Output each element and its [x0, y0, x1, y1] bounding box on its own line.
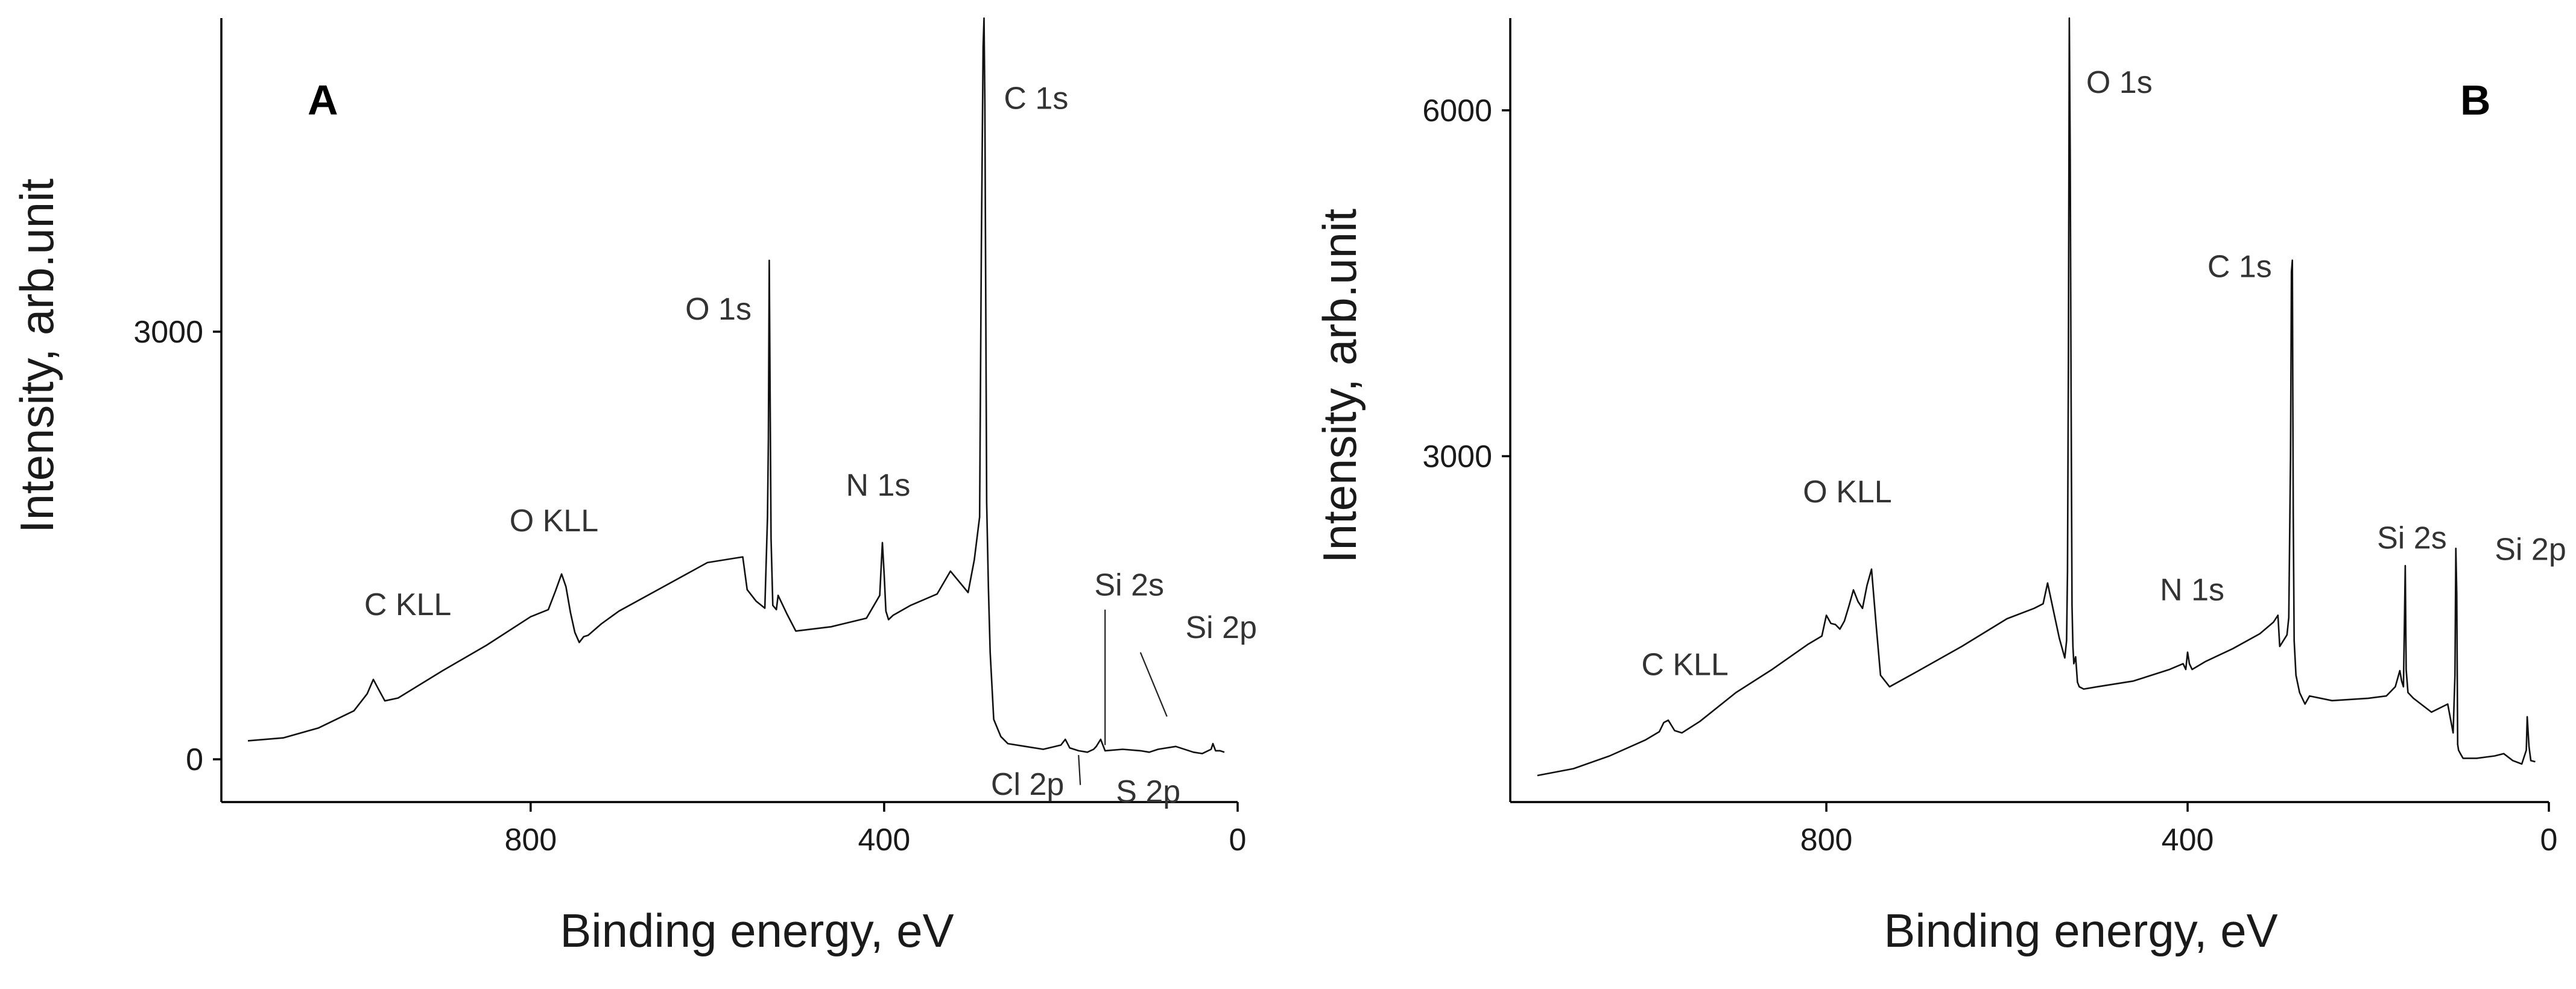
panel-a-peak-label: N 1s	[846, 468, 910, 503]
panel-b-peak-label: N 1s	[2160, 572, 2224, 607]
panel-a-peak-label: O 1s	[685, 292, 752, 327]
panel-b-x-tick-label: 0	[2540, 823, 2558, 858]
panel-b-y-tick-label: 3000	[1422, 439, 1492, 474]
panel-b-y-axis-title: Intensity, arb.unit	[1313, 209, 1366, 564]
panel-a-peak-label: C KLL	[364, 587, 452, 622]
panel-a-spectrum: A Binding energy, eV Intensity, arb.unit…	[10, 17, 1257, 957]
panel-a-peak-label: O KLL	[510, 504, 598, 539]
panel-a-x-axis-title: Binding energy, eV	[560, 904, 954, 957]
panel-a-leader-line	[1078, 754, 1081, 785]
panel-a-peak-label: Si 2p	[1185, 610, 1257, 645]
panel-a-peak-label: Cl 2p	[991, 767, 1064, 802]
panel-b-spectrum: B Binding energy, eV Intensity, arb.unit…	[1288, 0, 2576, 989]
panel-a-chart: A Binding energy, eV Intensity, arb.unit…	[10, 17, 1257, 957]
panel-b-peak-label: Si 2s	[2377, 520, 2447, 555]
panel-b-chart: B Binding energy, eV Intensity, arb.unit…	[1313, 17, 2566, 957]
panel-a-label: A	[308, 77, 338, 124]
panel-b-peak-label: Si 2p	[2495, 532, 2566, 567]
panel-b-label: B	[2460, 77, 2491, 124]
panel-b-peak-label: O 1s	[2086, 65, 2153, 100]
panel-b-peak-label: C 1s	[2207, 250, 2272, 285]
panel-b-peak-label: C KLL	[1641, 648, 1729, 683]
panel-b-x-axis-title: Binding energy, eV	[1884, 904, 2277, 957]
panel-a-y-tick-label: 3000	[133, 315, 203, 350]
panel-a-x-tick-label: 400	[858, 823, 911, 858]
panel-a-x-tick-label: 0	[1229, 823, 1247, 858]
panel-b-x-tick-label: 800	[1800, 823, 1853, 858]
panel-b-y-tick-label: 6000	[1422, 93, 1492, 128]
panel-a-peak-label: Si 2s	[1094, 567, 1164, 602]
panel-a-peak-label: C 1s	[1004, 81, 1068, 116]
panel-b-x-tick-label: 400	[2162, 823, 2214, 858]
panel-a-leader-line	[1139, 652, 1168, 717]
panel-a-spectrum-line	[247, 17, 1225, 754]
panel-a-x-tick-label: 800	[504, 823, 557, 858]
panel-b-peak-label: O KLL	[1803, 475, 1891, 510]
panel-b-spectrum-line	[1537, 17, 2536, 777]
panel-a-peak-label: S 2p	[1116, 774, 1180, 809]
panel-a-y-axis-title: Intensity, arb.unit	[10, 179, 63, 534]
panel-a-y-tick-label: 0	[186, 742, 203, 777]
